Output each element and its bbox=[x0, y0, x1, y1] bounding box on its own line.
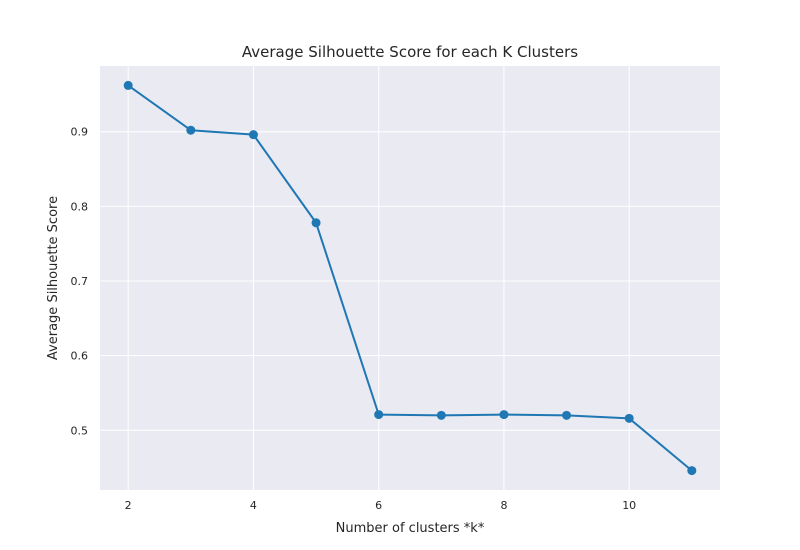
x-tick-label: 2 bbox=[125, 499, 132, 512]
data-point bbox=[499, 410, 509, 420]
y-tick-label: 0.9 bbox=[71, 126, 89, 139]
y-tick-label: 0.5 bbox=[71, 424, 89, 437]
chart-title: Average Silhouette Score for each K Clus… bbox=[242, 43, 578, 61]
y-axis-label: Average Silhouette Score bbox=[46, 196, 61, 360]
x-tick-label: 10 bbox=[622, 499, 636, 512]
x-tick-label: 4 bbox=[250, 499, 257, 512]
data-point bbox=[123, 80, 133, 90]
y-tick-label: 0.6 bbox=[71, 350, 89, 363]
series-line bbox=[127, 84, 693, 472]
data-point bbox=[374, 410, 384, 420]
series-layer bbox=[123, 80, 697, 476]
y-tick-label: 0.7 bbox=[71, 275, 89, 288]
data-point bbox=[436, 410, 446, 420]
data-point bbox=[186, 125, 196, 135]
x-tick-label: 8 bbox=[500, 499, 507, 512]
tick-labels: 2 4 6 8 10 0.5 0.6 0.7 0.8 0.9 bbox=[71, 126, 637, 512]
x-axis-label: Number of clusters *k* bbox=[336, 521, 485, 536]
data-point bbox=[562, 410, 572, 420]
data-point bbox=[624, 413, 634, 423]
data-point bbox=[687, 466, 697, 476]
grid-lines bbox=[100, 66, 720, 490]
data-point bbox=[311, 218, 321, 228]
x-tick-label: 6 bbox=[375, 499, 382, 512]
y-tick-label: 0.8 bbox=[71, 200, 89, 213]
plot-area bbox=[100, 66, 720, 490]
data-point bbox=[248, 130, 258, 140]
